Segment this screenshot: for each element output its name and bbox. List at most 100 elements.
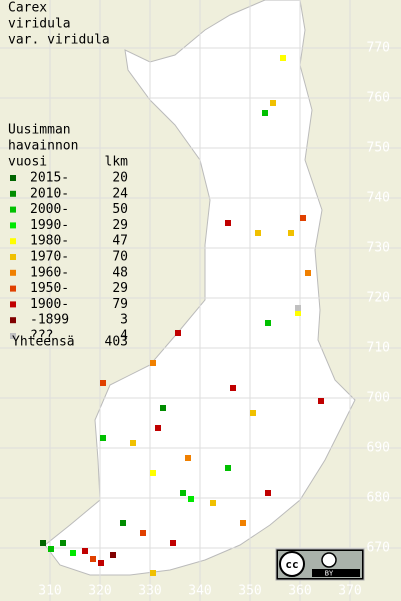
legend-swatch — [10, 190, 16, 197]
grid-label: 720 — [367, 291, 390, 306]
total-value: 403 — [105, 335, 128, 350]
square — [175, 330, 181, 336]
grid-label: 690 — [367, 441, 390, 456]
legend-swatch — [10, 206, 16, 213]
square — [225, 465, 231, 471]
square — [100, 380, 106, 386]
square — [110, 552, 116, 558]
grid-label: 700 — [367, 391, 390, 406]
square — [230, 385, 236, 391]
grid-label: 740 — [367, 191, 390, 206]
square — [100, 435, 106, 441]
grid-label: 340 — [188, 584, 211, 599]
square — [150, 570, 156, 576]
square — [288, 230, 294, 236]
title-line: viridula — [8, 17, 71, 32]
square — [155, 425, 161, 431]
grid-label: 350 — [238, 584, 261, 599]
legend-label: 2015- — [30, 171, 69, 186]
square — [130, 440, 136, 446]
square — [185, 455, 191, 461]
grid-label: 730 — [367, 241, 390, 256]
square — [160, 405, 166, 411]
legend-count: 3 — [120, 313, 128, 328]
legend-swatch — [10, 238, 16, 245]
finland-outline — [44, 0, 356, 576]
legend-label: 2000- — [30, 202, 69, 217]
grid-label: 750 — [367, 141, 390, 156]
square — [98, 560, 104, 566]
by-icon — [321, 552, 337, 568]
grid-label: 310 — [38, 584, 61, 599]
grid-label: 770 — [367, 41, 390, 56]
legend-count: 29 — [112, 218, 128, 233]
legend-header: havainnon — [8, 139, 78, 154]
legend-count: 70 — [112, 250, 128, 265]
legend-swatch — [10, 269, 16, 276]
square — [255, 230, 261, 236]
square — [295, 310, 301, 316]
legend-count: 47 — [112, 234, 128, 249]
grid-label: 360 — [288, 584, 311, 599]
legend-label: 1990- — [30, 218, 69, 233]
square — [265, 320, 271, 326]
grid-label: 760 — [367, 91, 390, 106]
square — [250, 410, 256, 416]
square — [170, 540, 176, 546]
legend-label: 1960- — [30, 265, 69, 280]
square — [180, 490, 186, 496]
square — [140, 530, 146, 536]
square — [295, 305, 301, 311]
square — [262, 110, 268, 116]
square — [280, 55, 286, 61]
grid-label: 370 — [338, 584, 361, 599]
legend-count: 48 — [112, 265, 128, 280]
square — [60, 540, 66, 546]
legend-label: ??? — [30, 329, 53, 344]
square — [318, 398, 324, 404]
by-text: BY — [325, 570, 334, 578]
square — [210, 500, 216, 506]
total-label: Yhteensä — [12, 335, 75, 350]
square — [82, 548, 88, 554]
square — [150, 470, 156, 476]
legend-swatch — [10, 333, 16, 339]
observation-squares — [40, 55, 324, 576]
by-bar — [312, 569, 360, 577]
square — [40, 540, 46, 546]
legend-count: 24 — [112, 186, 128, 201]
title-line: var. viridula — [8, 33, 110, 48]
legend-label: 1950- — [30, 281, 69, 296]
square — [120, 520, 126, 526]
legend-count: 4 — [120, 329, 128, 344]
legend-count-header: lkm — [105, 155, 129, 170]
square — [240, 520, 246, 526]
square — [265, 490, 271, 496]
square — [300, 215, 306, 221]
legend-swatch — [10, 254, 16, 260]
grid-label: 320 — [88, 584, 111, 599]
legend-swatch — [10, 317, 16, 324]
square — [225, 220, 231, 226]
legend-count: 20 — [112, 171, 128, 186]
square — [270, 100, 276, 106]
legend-swatch — [10, 222, 16, 229]
title-line: Carex — [8, 1, 47, 16]
square — [90, 556, 96, 562]
square — [188, 496, 194, 502]
grid-label: 710 — [367, 341, 390, 356]
legend-swatch — [10, 285, 16, 292]
square — [305, 270, 311, 276]
legend-swatch — [10, 301, 16, 308]
legend-header: vuosi — [8, 155, 47, 170]
grid-label: 330 — [138, 584, 161, 599]
cc-circle — [279, 551, 305, 577]
legend-label: 1900- — [30, 297, 69, 312]
legend-count: 50 — [112, 202, 128, 217]
cc-logo: cc — [285, 558, 298, 571]
legend-swatch — [10, 175, 16, 181]
grid-label: 670 — [367, 541, 390, 556]
